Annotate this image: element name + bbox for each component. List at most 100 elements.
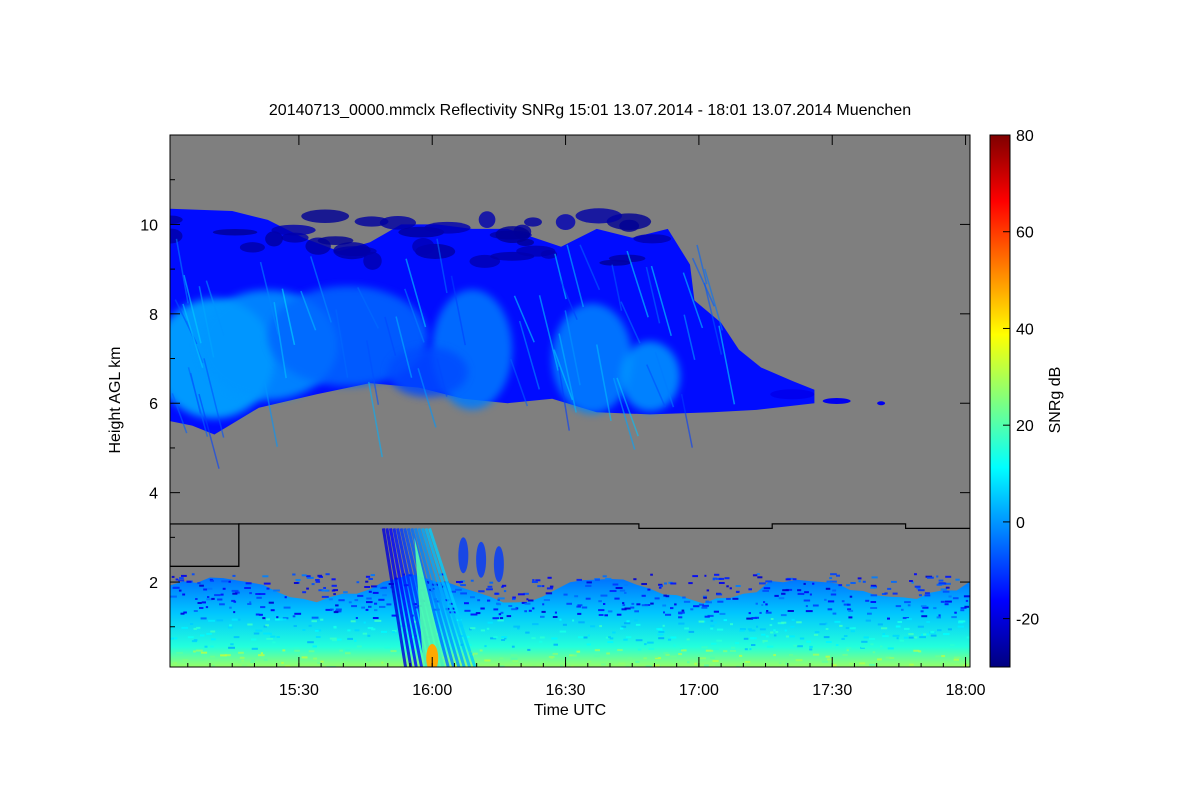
clutter-pixel <box>835 644 839 646</box>
clutter-pixel <box>206 632 212 635</box>
clutter-pixel <box>172 637 178 640</box>
clutter-pixel <box>848 616 853 619</box>
clutter-pixel <box>943 633 950 636</box>
clutter-pixel <box>744 661 751 663</box>
clutter-pixel <box>345 649 351 651</box>
clutter-pixel <box>897 621 902 623</box>
clutter-pixel <box>455 588 462 591</box>
clutter-pixel <box>217 598 223 601</box>
fall-streak <box>405 258 427 328</box>
clutter-pixel <box>710 627 714 630</box>
clutter-pixel <box>255 613 260 616</box>
clutter-pixel <box>880 645 883 648</box>
clutter-pixel <box>193 650 196 653</box>
cloud-layer-boundary <box>170 573 970 667</box>
clutter-pixel <box>238 661 241 664</box>
fall-streak <box>564 310 581 386</box>
clutter-pixel <box>479 649 483 652</box>
clutter-pixel <box>170 637 174 640</box>
clutter-pixel <box>759 611 762 614</box>
ice-cloud-fringe <box>170 228 183 244</box>
fall-streak <box>417 368 437 428</box>
fall-streak <box>646 364 666 408</box>
clutter-pixel <box>824 598 827 601</box>
clutter-pixel <box>178 579 185 582</box>
fall-streak <box>175 238 189 304</box>
clutter-pixel <box>863 636 869 639</box>
clutter-pixel <box>914 573 917 576</box>
clutter-pixel <box>724 577 730 580</box>
clutter-pixel <box>884 592 888 595</box>
clutter-pixel <box>540 665 544 667</box>
clutter-pixel <box>193 627 197 630</box>
clutter-pixel <box>553 643 558 646</box>
clutter-pixel <box>622 604 626 606</box>
clutter-pixel <box>372 617 379 619</box>
clutter-pixel <box>907 604 911 607</box>
fall-streak <box>509 358 529 407</box>
clutter-pixel <box>952 597 959 600</box>
clutter-pixel <box>598 614 604 616</box>
ice-cloud-core <box>620 341 680 412</box>
clutter-pixel <box>766 610 769 612</box>
clutter-pixel <box>785 588 793 591</box>
clutter-pixel <box>356 645 362 648</box>
clutter-pixel <box>173 662 177 665</box>
clutter-pixel <box>775 631 779 633</box>
clutter-pixel <box>921 615 928 618</box>
y-axis-ticks: 2 4 6 8 10 <box>140 179 970 628</box>
clutter-pixel <box>647 641 654 644</box>
clutter-pixel <box>283 606 291 609</box>
clutter-pixel <box>806 640 811 643</box>
clutter-pixel <box>511 608 518 611</box>
clutter-pixel <box>539 636 545 639</box>
clutter-pixel <box>791 618 795 621</box>
clutter-pixel <box>270 609 275 612</box>
clutter-pixel <box>486 588 493 591</box>
clutter-pixel <box>650 602 654 605</box>
clutter-pixel <box>871 576 878 579</box>
clutter-pixel <box>920 610 924 613</box>
clutter-pixel <box>717 600 724 603</box>
clutter-pixel <box>191 573 195 576</box>
clutter-pixel <box>469 628 472 631</box>
clutter-pixel <box>850 582 856 584</box>
clutter-pixel <box>665 595 670 598</box>
clutter-pixel <box>276 636 280 638</box>
clutter-pixel <box>729 587 732 590</box>
clutter-pixel <box>331 584 337 587</box>
clutter-pixel <box>869 663 876 666</box>
thin-layer-segment <box>822 398 851 404</box>
clutter-pixel <box>938 582 946 585</box>
clutter-pixel <box>710 624 715 627</box>
clutter-pixel <box>773 634 777 637</box>
clutter-pixel <box>843 603 849 606</box>
clutter-pixel <box>774 594 779 597</box>
clutter-pixel <box>641 583 647 585</box>
clutter-pixel <box>825 641 832 643</box>
clutter-pixel <box>320 618 324 621</box>
clutter-pixel <box>182 593 186 596</box>
clutter-pixel <box>647 588 651 591</box>
y-tick-label: 10 <box>140 217 158 234</box>
clutter-pixel <box>178 589 182 592</box>
clutter-pixel <box>785 578 791 581</box>
clutter-pixel <box>781 621 787 624</box>
precip-shaft <box>381 528 408 667</box>
fall-streak <box>264 381 278 447</box>
clutter-pixel <box>475 612 481 615</box>
clutter-pixel <box>809 593 812 596</box>
clutter-pixel <box>241 659 244 662</box>
clutter-pixel <box>870 643 874 646</box>
clutter-pixel <box>211 638 216 641</box>
clutter-pixel <box>199 584 204 587</box>
clutter-pixel <box>374 602 378 605</box>
clutter-pixel <box>531 581 538 583</box>
clutter-pixel <box>526 598 529 601</box>
clutter-pixel <box>922 606 929 609</box>
clutter-pixel <box>323 587 326 589</box>
clutter-pixel <box>547 576 552 579</box>
clutter-pixel <box>832 664 837 667</box>
clutter-pixel <box>849 662 853 665</box>
clutter-pixel <box>826 580 833 583</box>
